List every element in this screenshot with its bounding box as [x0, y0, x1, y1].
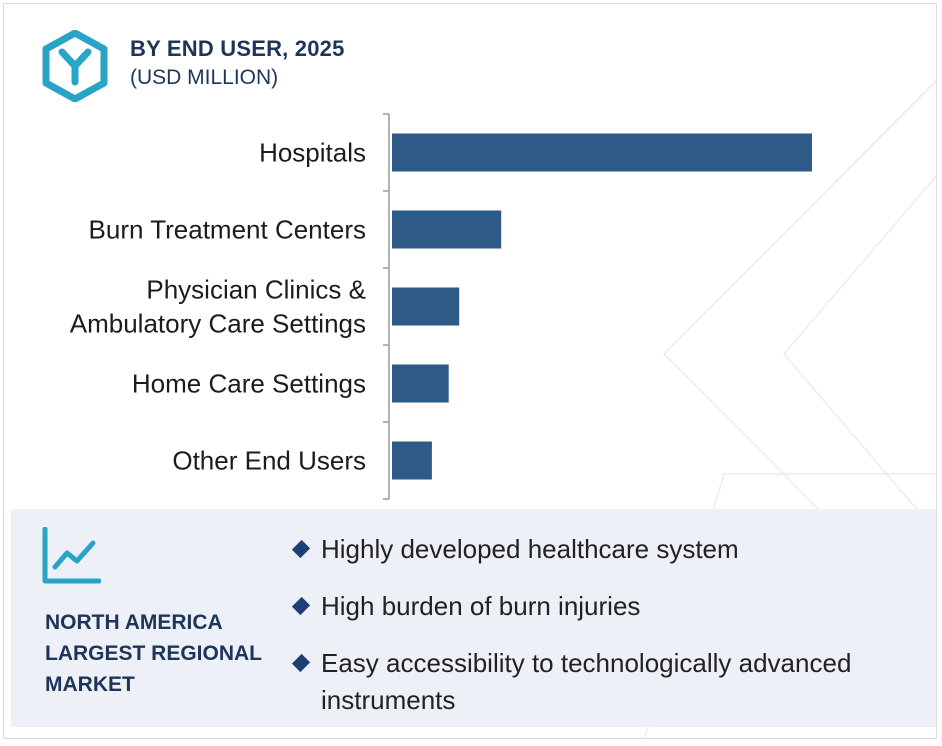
- chart-title: BY END USER, 2025: [130, 36, 345, 61]
- diamond-bullet-icon: [291, 539, 311, 559]
- list-item-text: High burden of burn injuries: [321, 591, 641, 621]
- trend-chart-icon: [42, 527, 101, 584]
- largest-region-label: NORTH AMERICA LARGEST REGIONAL MARKET: [45, 607, 275, 700]
- regional-insight-panel: NORTH AMERICA LARGEST REGIONAL MARKET Hi…: [11, 509, 936, 727]
- list-item-text: Easy accessibility to technologically ad…: [321, 648, 852, 715]
- region-line: NORTH AMERICA: [45, 611, 223, 634]
- category-label: Burn Treatment Centers: [89, 215, 366, 245]
- list-item: Easy accessibility to technologically ad…: [291, 645, 931, 719]
- category-label: Other End Users: [172, 446, 366, 476]
- list-item: Highly developed healthcare system: [291, 531, 931, 568]
- bar: [392, 210, 502, 249]
- bar-chart: Hospitals Burn Treatment Centers Physician…: [70, 113, 812, 500]
- list-item: High burden of burn injuries: [291, 588, 931, 625]
- driver-list: Highly developed healthcare system High …: [291, 531, 931, 738]
- region-line: LARGEST REGIONAL: [45, 642, 263, 665]
- category-label: Physician Clinics & Ambulatory Care Setti…: [70, 275, 366, 339]
- bar: [392, 287, 460, 326]
- diamond-bullet-icon: [291, 653, 311, 673]
- list-item-text: Highly developed healthcare system: [321, 534, 739, 564]
- bar: [392, 441, 432, 480]
- diamond-bullet-icon: [291, 596, 311, 616]
- chart-subtitle: (USD MILLION): [130, 66, 279, 89]
- bar: [392, 133, 812, 172]
- region-line: MARKET: [45, 673, 135, 696]
- bar: [392, 364, 449, 403]
- category-label: Home Care Settings: [132, 369, 366, 399]
- hexagon-logo-icon: [42, 30, 108, 102]
- category-label: Hospitals: [259, 138, 366, 168]
- infographic-card: BY END USER, 2025 (USD MILLION) Hospital…: [3, 3, 937, 739]
